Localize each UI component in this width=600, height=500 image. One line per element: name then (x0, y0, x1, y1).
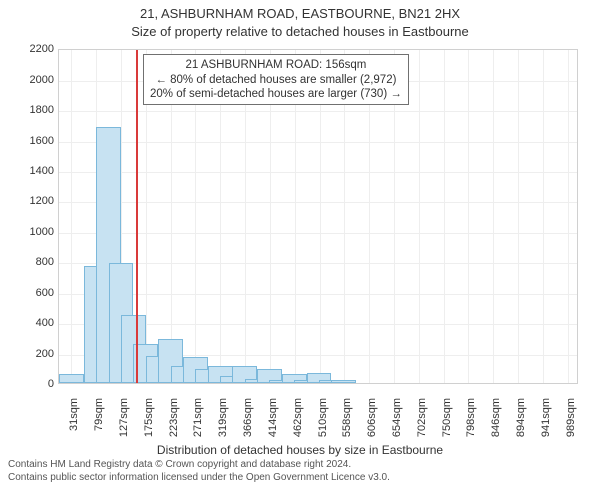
y-tick-label: 2000 (4, 74, 54, 86)
y-tick-label: 2200 (4, 43, 54, 55)
reference-line (136, 50, 138, 383)
y-tick-label: 1800 (4, 104, 54, 116)
x-tick-label: 127sqm (118, 398, 130, 458)
y-tick-label: 1600 (4, 135, 54, 147)
plot-area: 21 ASHBURNHAM ROAD: 156sqm← 80% of detac… (58, 49, 578, 384)
page-subtitle: Size of property relative to detached ho… (0, 24, 600, 40)
x-tick-label: 558sqm (341, 398, 353, 458)
x-tick-label: 223sqm (168, 398, 180, 458)
x-tick-label: 510sqm (317, 398, 329, 458)
footer-line-2: Contains public sector information licen… (8, 472, 592, 485)
gridline-v (419, 50, 420, 383)
x-tick-label: 606sqm (366, 398, 378, 458)
x-tick-label: 846sqm (490, 398, 502, 458)
x-tick-label: 79sqm (93, 398, 105, 458)
x-tick-label: 702sqm (416, 398, 428, 458)
gridline-v (518, 50, 519, 383)
y-tick-label: 1400 (4, 165, 54, 177)
gridline-v (71, 50, 72, 383)
x-tick-label: 319sqm (217, 398, 229, 458)
info-box-line: 21 ASHBURNHAM ROAD: 156sqm (150, 58, 402, 72)
gridline-v (493, 50, 494, 383)
page-title: 21, ASHBURNHAM ROAD, EASTBOURNE, BN21 2H… (0, 6, 600, 22)
footer-attribution: Contains HM Land Registry data © Crown c… (0, 459, 600, 488)
chart-container: Number of detached properties 21 ASHBURN… (0, 39, 600, 459)
x-tick-label: 989sqm (565, 398, 577, 458)
y-tick-label: 0 (4, 378, 54, 390)
x-tick-label: 414sqm (267, 398, 279, 458)
x-tick-label: 798sqm (465, 398, 477, 458)
x-tick-label: 175sqm (143, 398, 155, 458)
y-tick-label: 400 (4, 317, 54, 329)
y-tick-label: 200 (4, 348, 54, 360)
gridline-v (568, 50, 569, 383)
x-tick-label: 366sqm (242, 398, 254, 458)
gridline-v (543, 50, 544, 383)
x-tick-label: 462sqm (292, 398, 304, 458)
footer-line-1: Contains HM Land Registry data © Crown c… (8, 459, 592, 472)
y-tick-label: 600 (4, 287, 54, 299)
info-box-line: 20% of semi-detached houses are larger (… (150, 87, 402, 101)
info-box: 21 ASHBURNHAM ROAD: 156sqm← 80% of detac… (143, 54, 409, 105)
x-tick-label: 31sqm (68, 398, 80, 458)
y-tick-label: 800 (4, 256, 54, 268)
x-tick-label: 941sqm (540, 398, 552, 458)
x-tick-label: 654sqm (391, 398, 403, 458)
gridline-v (444, 50, 445, 383)
gridline-v (468, 50, 469, 383)
histogram-bar (331, 380, 356, 383)
x-tick-label: 894sqm (515, 398, 527, 458)
info-box-line: ← 80% of detached houses are smaller (2,… (150, 73, 402, 87)
x-tick-label: 750sqm (441, 398, 453, 458)
y-tick-label: 1000 (4, 226, 54, 238)
x-tick-label: 271sqm (192, 398, 204, 458)
histogram-bar (59, 374, 84, 383)
y-tick-label: 1200 (4, 195, 54, 207)
